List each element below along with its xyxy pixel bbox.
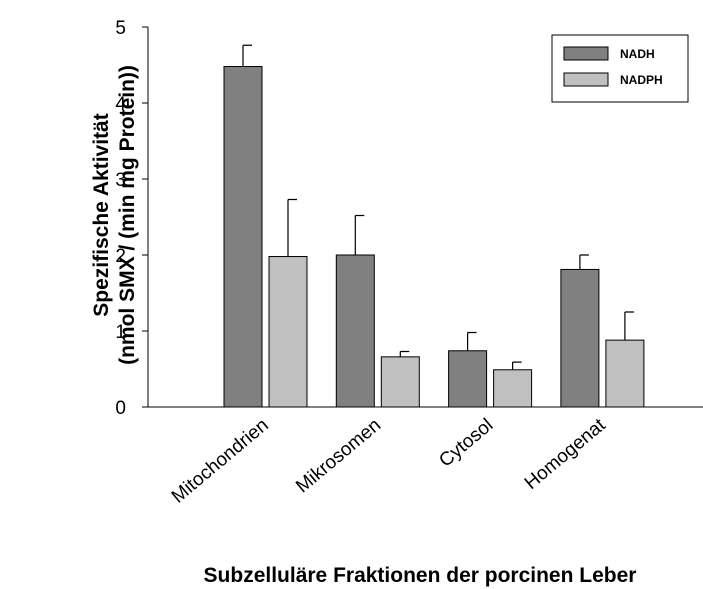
- y-tick-label: 0: [115, 398, 126, 419]
- legend-label: NADPH: [620, 73, 663, 87]
- legend-box: [551, 34, 689, 103]
- bar: [223, 66, 263, 408]
- error-bar: [512, 361, 522, 370]
- legend-swatch: [563, 72, 609, 87]
- legend-label: NADH: [620, 47, 655, 61]
- legend-swatch: [563, 46, 609, 61]
- bar: [335, 254, 375, 408]
- x-tick-label: Mikrosomen: [292, 415, 385, 498]
- bar: [493, 369, 533, 408]
- error-bar: [467, 331, 477, 351]
- error-bar: [287, 198, 297, 257]
- error-bar: [579, 254, 589, 270]
- error-bar: [624, 311, 634, 341]
- y-tick-label: 1: [115, 322, 126, 343]
- x-tick-label: Cytosol: [435, 415, 497, 472]
- x-tick-label: Homogenat: [521, 414, 610, 494]
- bar: [380, 356, 420, 408]
- error-bar: [354, 214, 365, 255]
- x-tick-label: Mitochondrien: [168, 415, 273, 508]
- bar: [268, 256, 308, 408]
- y-axis-title: Spezifische Aktivität: [90, 113, 113, 316]
- y-tick-label: 4: [115, 94, 126, 115]
- y-axis-title: (nmol SMX / (min mg Protein)): [116, 65, 139, 365]
- y-tick-label: 3: [115, 170, 126, 191]
- y-tick-label: 5: [115, 18, 126, 39]
- error-bar: [242, 44, 252, 67]
- x-axis-title: Subzelluläre Fraktionen der porcinen Leb…: [204, 564, 637, 587]
- bar: [605, 339, 645, 408]
- bar: [448, 350, 488, 408]
- y-tick-label: 2: [115, 246, 126, 267]
- bar: [560, 268, 600, 408]
- error-bar: [399, 350, 410, 357]
